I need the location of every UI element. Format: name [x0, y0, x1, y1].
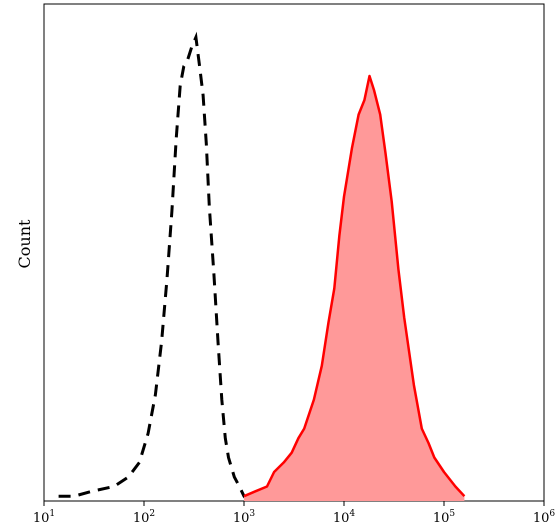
series-1-area	[244, 76, 465, 501]
x-tick-label-2: 103	[233, 509, 256, 526]
y-axis-label: Count	[15, 219, 34, 268]
plot-border	[43, 3, 545, 502]
x-tick-label-4: 105	[433, 509, 456, 526]
plot-frame	[43, 3, 545, 502]
x-axis-ticks: 101 102 103 104 105 106	[33, 501, 556, 526]
series-1-line	[243, 74, 466, 498]
x-tick-label-0: 101	[33, 509, 55, 526]
series-0-line	[58, 31, 250, 502]
series-layer	[58, 31, 466, 502]
x-tick-label-3: 104	[333, 509, 356, 526]
x-tick-label-1: 102	[133, 509, 155, 526]
x-tick-label-5: 106	[533, 509, 556, 526]
